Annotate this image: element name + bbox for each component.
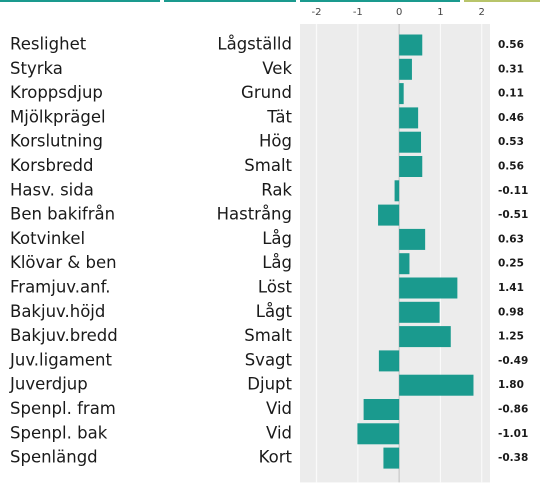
- bar: [394, 180, 400, 202]
- x-tick-label: -1: [353, 7, 363, 18]
- descriptor-label: Kort: [259, 448, 293, 467]
- descriptor-label: Vek: [262, 59, 292, 78]
- bar: [399, 107, 419, 129]
- value-label: -1.01: [498, 428, 528, 440]
- descriptor-label: Hög: [259, 132, 292, 151]
- bar: [399, 253, 410, 275]
- trait-label: Kroppsdjup: [10, 83, 103, 102]
- value-label: 0.56: [498, 39, 524, 51]
- descriptor-label: Tät: [266, 107, 292, 126]
- trait-label: Bakjuv.bredd: [10, 326, 118, 345]
- header-line: [0, 0, 160, 2]
- descriptor-label: Smalt: [244, 156, 292, 175]
- value-label: 0.63: [498, 233, 524, 245]
- header-line: [164, 0, 296, 2]
- trait-label: Ben bakifrån: [10, 205, 115, 224]
- trait-label: Spenlängd: [10, 448, 98, 467]
- descriptor-label: Löst: [258, 278, 293, 297]
- descriptor-label: Svagt: [245, 350, 293, 369]
- descriptor-label: Lågställd: [217, 35, 292, 54]
- trait-label: Kotvinkel: [10, 229, 85, 248]
- x-tick-label: 2: [479, 7, 485, 18]
- value-label: -0.49: [498, 355, 528, 367]
- value-label: 1.25: [498, 331, 524, 343]
- trait-label: Korsbredd: [10, 156, 93, 175]
- bar: [363, 399, 400, 420]
- value-label: -0.11: [498, 185, 528, 197]
- bar: [378, 350, 400, 372]
- bar: [399, 34, 423, 56]
- value-label: 0.31: [498, 63, 524, 75]
- descriptor-label: Rak: [261, 180, 292, 199]
- value-label: -0.38: [498, 452, 528, 464]
- value-label: 0.46: [498, 112, 524, 124]
- bar: [357, 423, 400, 445]
- trait-label: Bakjuv.höjd: [10, 302, 105, 321]
- descriptor-label: Smalt: [244, 326, 292, 345]
- descriptor-label: Hastrång: [217, 205, 292, 224]
- value-label: 0.56: [498, 161, 524, 173]
- trait-label: Hasv. sida: [10, 180, 94, 199]
- value-label: 1.80: [498, 379, 524, 391]
- descriptor-label: Vid: [266, 423, 292, 442]
- trait-label: Mjölkprägel: [10, 107, 106, 126]
- value-label: 0.98: [498, 306, 524, 318]
- bar: [399, 228, 426, 250]
- header-line: [300, 0, 460, 2]
- bar: [399, 58, 412, 80]
- x-tick-label: -2: [312, 7, 322, 18]
- bar: [399, 277, 458, 299]
- bar: [399, 374, 474, 396]
- value-label: 0.11: [498, 88, 524, 100]
- trait-label: Framjuv.anf.: [10, 278, 110, 297]
- value-label: 0.25: [498, 258, 524, 270]
- x-tick-label: 0: [396, 7, 402, 18]
- trait-label: Spenpl. bak: [10, 423, 108, 442]
- x-tick-label: 1: [437, 7, 443, 18]
- value-label: -0.86: [498, 404, 528, 416]
- descriptor-label: Låg: [262, 229, 292, 248]
- value-label: -0.51: [498, 209, 528, 221]
- descriptor-label: Djupt: [247, 375, 292, 394]
- descriptor-label: Grund: [241, 83, 292, 102]
- trait-label: Spenpl. fram: [10, 399, 116, 418]
- trait-label: Korslutning: [10, 132, 103, 151]
- value-label: 0.53: [498, 136, 524, 148]
- descriptor-label: Vid: [266, 399, 292, 418]
- bar: [399, 301, 440, 323]
- bar: [378, 204, 400, 226]
- trait-label: Juverdjup: [9, 375, 88, 394]
- trait-label: Styrka: [10, 59, 63, 78]
- bar: [383, 447, 400, 469]
- bar: [399, 131, 422, 153]
- bar: [399, 326, 451, 348]
- bar: [399, 83, 404, 105]
- bar: [399, 156, 423, 177]
- descriptor-label: Lågt: [256, 302, 293, 321]
- trait-label: Juv.ligament: [9, 350, 112, 369]
- header-line: [464, 0, 540, 2]
- descriptor-label: Låg: [262, 253, 292, 272]
- value-label: 1.41: [498, 282, 524, 294]
- trait-label: Klövar & ben: [10, 253, 117, 272]
- trait-label: Reslighet: [10, 35, 87, 54]
